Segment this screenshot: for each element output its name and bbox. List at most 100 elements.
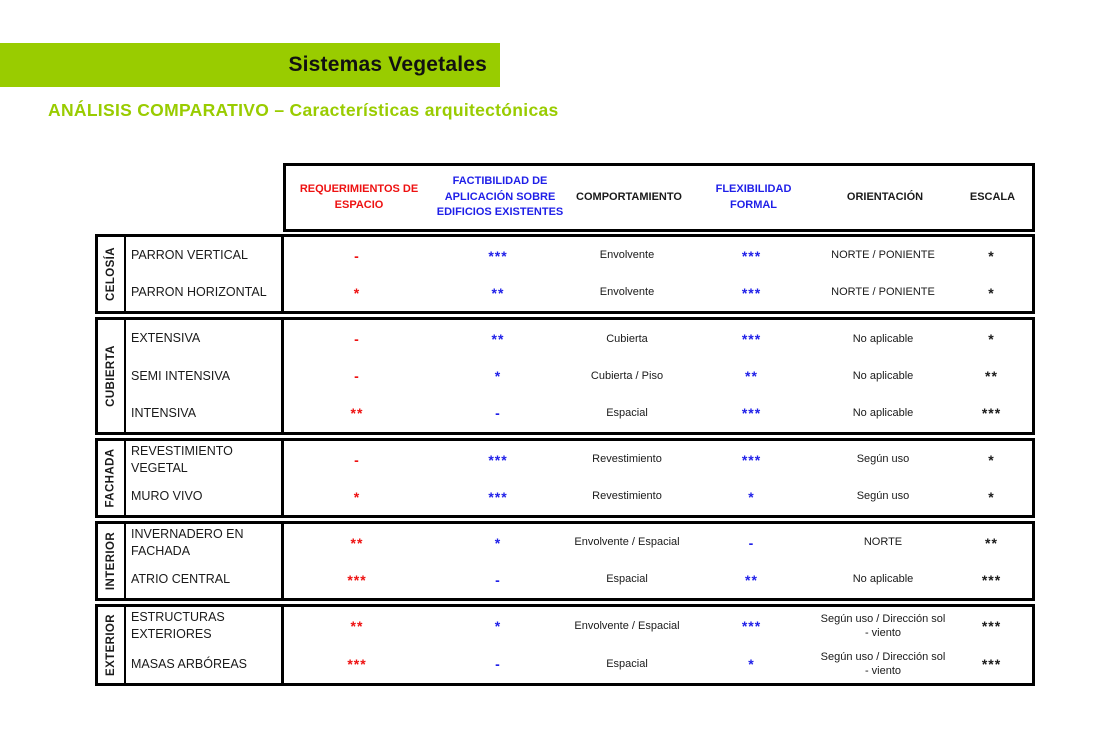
value-cell: No aplicable: [852, 407, 914, 420]
group-section: INTERIOR INVERNADERO EN FACHADA ** * Envolve…: [95, 521, 1035, 601]
value-cell: ***: [347, 571, 367, 588]
group-label-text: CELOSÍA: [105, 247, 118, 301]
value-cell: Envolvente: [599, 249, 655, 262]
value-cell: -: [354, 367, 360, 384]
table-row: INVERNADERO EN FACHADA ** * Envolvente / Es…: [126, 524, 1032, 561]
value-cell: ***: [347, 656, 367, 672]
group-label: CUBIERTA: [98, 320, 126, 432]
row-name: ATRIO CENTRAL: [126, 561, 284, 598]
value-cell: Según uso / Dirección sol - viento: [820, 650, 946, 677]
value-cell: Envolvente / Espacial: [574, 536, 680, 549]
row-name: EXTENSIVA: [126, 320, 284, 358]
value-cell: *: [988, 247, 995, 264]
group-label-text: EXTERIOR: [105, 614, 117, 676]
table-row: ATRIO CENTRAL *** - Espacial ** No aplicable *…: [126, 561, 1032, 598]
value-cell: *: [494, 534, 502, 551]
row-name: MASAS ARBÓREAS: [126, 645, 284, 683]
group-section: CELOSÍA PARRON VERTICAL - *** Envolvente *** N…: [95, 234, 1035, 314]
value-cell: Espacial: [606, 573, 648, 586]
table-body: CELOSÍA PARRON VERTICAL - *** Envolvente *** N…: [95, 234, 1035, 686]
value-cell: Espacial: [606, 657, 648, 670]
group-label-text: CUBIERTA: [105, 345, 118, 407]
value-cell: ***: [741, 618, 762, 634]
group-label-text: FACHADA: [105, 448, 117, 508]
value-cell: **: [491, 330, 505, 347]
value-cell: Revestimiento: [592, 453, 662, 466]
group-label: EXTERIOR: [98, 607, 126, 683]
value-cell: -: [354, 247, 360, 264]
value-cell: **: [350, 534, 364, 551]
value-cell: **: [491, 284, 505, 301]
value-cell: ***: [488, 451, 508, 468]
group-section: CUBIERTA EXTENSIVA - ** Cubierta *** No aplica…: [95, 317, 1035, 435]
value-cell: *: [748, 656, 755, 672]
group-label: INTERIOR: [98, 524, 126, 598]
value-cell: Envolvente: [599, 286, 655, 299]
value-cell: *: [353, 284, 361, 301]
value-cell: *: [988, 451, 995, 468]
comparison-table: REQUERIMIENTOS DE ESPACIO FACTIBILIDAD DE…: [95, 163, 1035, 689]
value-cell: ***: [741, 247, 762, 264]
table-header-row: REQUERIMIENTOS DE ESPACIO FACTIBILIDAD DE…: [283, 163, 1035, 232]
group-label: FACHADA: [98, 441, 126, 515]
column-header: REQUERIMIENTOS DE ESPACIO: [299, 182, 419, 211]
table-row: REVESTIMIENTO VEGETAL - *** Revestimiento **…: [126, 441, 1032, 478]
value-cell: -: [495, 571, 501, 588]
row-name: MURO VIVO: [126, 478, 284, 515]
value-cell: ***: [488, 247, 508, 264]
table-row: MASAS ARBÓREAS *** - Espacial * Según uso / D…: [126, 645, 1032, 683]
value-cell: -: [495, 656, 501, 672]
value-cell: ***: [981, 571, 1002, 588]
row-name: PARRON HORIZONTAL: [126, 274, 284, 311]
value-cell: **: [745, 367, 758, 384]
value-cell: No aplicable: [852, 369, 914, 382]
row-name: ESTRUCTURAS EXTERIORES: [126, 607, 284, 645]
group-label: CELOSÍA: [98, 237, 126, 311]
table-row: PARRON HORIZONTAL * ** Envolvente *** NORTE /…: [126, 274, 1032, 311]
row-name: REVESTIMIENTO VEGETAL: [126, 441, 284, 478]
row-name: INVERNADERO EN FACHADA: [126, 524, 284, 561]
value-cell: No aplicable: [852, 573, 914, 586]
value-cell: **: [350, 618, 364, 634]
value-cell: -: [495, 405, 501, 422]
value-cell: Cubierta / Piso: [590, 369, 664, 382]
value-cell: *: [988, 330, 995, 347]
value-cell: **: [985, 367, 998, 384]
value-cell: ***: [981, 405, 1002, 422]
row-name: PARRON VERTICAL: [126, 237, 284, 274]
page-title: ANÁLISIS COMPARATIVO – Características a…: [48, 100, 559, 120]
value-cell: NORTE / PONIENTE: [831, 249, 935, 262]
table-row: INTENSIVA ** - Espacial *** No aplicable ***: [126, 394, 1032, 432]
value-cell: NORTE: [863, 536, 903, 549]
value-cell: *: [494, 367, 502, 384]
table-row: PARRON VERTICAL - *** Envolvente *** NORTE / …: [126, 237, 1032, 274]
value-cell: ***: [488, 488, 508, 505]
group-section: FACHADA REVESTIMIENTO VEGETAL - *** Revestim…: [95, 438, 1035, 518]
column-header: ORIENTACIÓN: [846, 190, 924, 203]
value-cell: ***: [981, 656, 1002, 672]
value-cell: ***: [741, 451, 762, 468]
group-section: EXTERIOR ESTRUCTURAS EXTERIORES ** * Envolve…: [95, 604, 1035, 686]
value-cell: Según uso: [856, 453, 910, 466]
row-name: SEMI INTENSIVA: [126, 357, 284, 395]
value-cell: -: [354, 330, 360, 347]
value-cell: -: [748, 534, 755, 551]
column-header: FACTIBILIDAD DE APLICACIÓN SOBRE EDIFICI…: [436, 174, 564, 219]
column-header: COMPORTAMIENTO: [576, 190, 682, 203]
value-cell: *: [494, 618, 502, 634]
value-cell: Revestimiento: [592, 490, 662, 503]
value-cell: Cubierta: [606, 332, 648, 345]
table-row: MURO VIVO * *** Revestimiento * Según uso *: [126, 478, 1032, 515]
value-cell: *: [988, 284, 995, 301]
value-cell: ***: [741, 330, 762, 347]
value-cell: **: [350, 405, 364, 422]
value-cell: Espacial: [606, 407, 648, 420]
value-cell: Según uso / Dirección sol - viento: [820, 612, 946, 639]
table-row: EXTENSIVA - ** Cubierta *** No aplicable *: [126, 320, 1032, 358]
value-cell: **: [985, 534, 998, 551]
column-header: FLEXIBILIDAD FORMAL: [715, 182, 792, 211]
banner-title: Sistemas Vegetales: [288, 53, 487, 76]
value-cell: ***: [741, 284, 762, 301]
value-cell: Envolvente / Espacial: [574, 619, 680, 632]
value-cell: *: [988, 488, 995, 505]
